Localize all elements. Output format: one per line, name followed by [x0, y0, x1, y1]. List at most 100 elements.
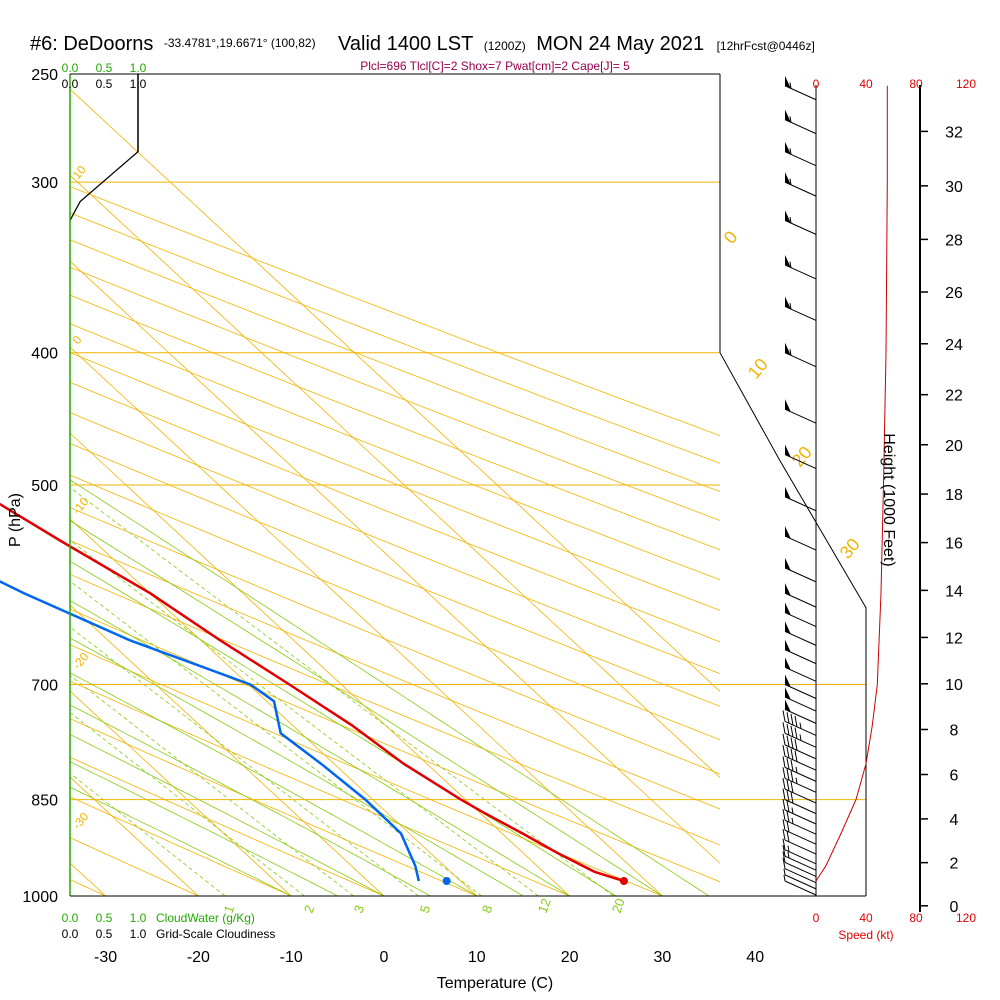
- wind-barb-full: [794, 750, 798, 762]
- wind-barb-full: [786, 769, 790, 781]
- speed-tick-bottom: 120: [956, 911, 976, 925]
- isotherm-line: [70, 862, 107, 896]
- wind-barb-full: [782, 809, 786, 821]
- wind-barb-staff: [784, 874, 817, 890]
- height-tick-label: 12: [945, 630, 963, 647]
- cloudiness-tick-bottom: 0.0: [62, 927, 79, 941]
- wind-barb-half: [789, 261, 792, 268]
- height-tick-label: 6: [950, 768, 959, 785]
- wind-barb-half: [799, 734, 802, 741]
- dry-adiabat-label: 0: [70, 333, 85, 347]
- wind-barb-half: [789, 303, 792, 310]
- cloudwater-tick-bottom: 0.5: [96, 911, 113, 925]
- speed-panel-edge: [719, 352, 867, 896]
- wind-barb-half: [787, 845, 790, 852]
- isobars: [70, 73, 866, 897]
- y-axis-title: P (hPa): [7, 493, 24, 547]
- wind-barb-half: [783, 868, 786, 875]
- speed-tick-bottom: 40: [859, 911, 873, 925]
- moist-adiabat-line: [70, 560, 617, 896]
- wind-barb-staff: [784, 839, 817, 855]
- wind-barb-flag: [785, 486, 791, 500]
- wind-barb-flag: [785, 699, 791, 713]
- x-tick-label: 20: [561, 949, 579, 966]
- moist-adiabat-line: [70, 672, 477, 896]
- wind-barb-full: [790, 725, 794, 737]
- cloudiness-tick-top: 0.5: [96, 77, 113, 91]
- cloudwater-tick-top: 0.5: [96, 61, 113, 75]
- wind-barb-half: [789, 148, 792, 155]
- wind-barb-flag: [785, 657, 791, 671]
- dry-adiabat-line: [70, 540, 720, 810]
- wind-barb-staff: [784, 855, 817, 871]
- wind-barb-staff: [784, 868, 817, 884]
- mixing-ratio-line: [70, 772, 226, 896]
- wind-barb-half: [787, 851, 790, 859]
- wind-barb-flag: [785, 583, 791, 597]
- dry-adiabat-line: [70, 239, 720, 493]
- wind-barb-staff: [784, 799, 817, 815]
- dry-adiabat-line: [70, 212, 720, 464]
- isobar-label: 700: [31, 678, 58, 695]
- dry-adiabat-line: [70, 756, 386, 896]
- moist-adiabat-line: [70, 479, 710, 896]
- x-axis-title: Temperature (C): [437, 975, 553, 992]
- mixing-ratio-label: 2: [301, 903, 318, 915]
- wind-barb-full: [782, 777, 786, 790]
- wind-barb-staff: [784, 744, 817, 760]
- wind-barb-full: [790, 792, 794, 804]
- isobar-label: 300: [31, 175, 58, 192]
- isotherm-line: [70, 776, 199, 896]
- mixing-ratio-line: [70, 626, 419, 896]
- wind-barb-flag: [785, 687, 791, 701]
- dry-adiabat-label: -10: [70, 494, 92, 517]
- height-tick-label: 14: [945, 583, 963, 600]
- height-tick-label: 20: [945, 438, 963, 455]
- x-tick-label: -20: [187, 949, 210, 966]
- wind-barb-staff: [784, 862, 817, 877]
- wind-barb-full: [794, 739, 798, 751]
- moist-adiabat-line: [70, 704, 431, 896]
- wind-barb-full: [782, 745, 786, 757]
- cloudwater-tick-top: 1.0: [130, 61, 147, 75]
- wind-barb-full: [794, 727, 798, 739]
- isotherm-line: [70, 604, 385, 896]
- height-axis-title: Height (1000 Feet): [880, 433, 897, 566]
- cloudiness-tick-bottom: 1.0: [130, 927, 147, 941]
- speed-tick-bottom: 0: [813, 911, 820, 925]
- dewpoint-line: [0, 580, 421, 882]
- dry-adiabat-line: [70, 381, 720, 643]
- wind-barb-flag: [785, 254, 791, 268]
- wind-barb-flag: [785, 674, 791, 688]
- isobar-label: 400: [31, 346, 58, 363]
- height-tick-label: 0: [950, 899, 959, 916]
- wind-barb-staff: [784, 849, 817, 865]
- wind-barb-half: [789, 116, 792, 123]
- wind-barb-full: [782, 767, 786, 779]
- wind-barb-staff: [784, 766, 817, 782]
- isotherm-line: [70, 432, 571, 896]
- wind-barb-full: [782, 828, 786, 841]
- background-grid: [70, 88, 720, 896]
- x-tick-label: -10: [280, 949, 303, 966]
- wind-barb-full: [782, 710, 786, 722]
- height-tick-label: 32: [945, 124, 963, 141]
- right-panels: 0040408080120120024681012141618202224262…: [813, 77, 977, 925]
- wind-barb-full: [786, 723, 790, 736]
- wind-barb-full: [782, 722, 786, 734]
- wind-barb-staff: [784, 809, 817, 825]
- wind-barb-full: [790, 713, 794, 726]
- wind-barb-full: [782, 845, 786, 857]
- wind-barb-full: [786, 735, 790, 747]
- wind-barb-full: [786, 779, 790, 791]
- wind-barb-staff: [784, 788, 817, 804]
- height-tick-label: 24: [945, 337, 963, 354]
- wind-barb-flag: [785, 639, 791, 653]
- mixing-ratio-label: 8: [479, 903, 496, 915]
- speed-tick-top: 0: [813, 77, 820, 91]
- wind-barb-full: [790, 748, 794, 760]
- wind-barb-full: [786, 830, 790, 842]
- temperature-line: [0, 502, 625, 883]
- profiles: [0, 74, 628, 885]
